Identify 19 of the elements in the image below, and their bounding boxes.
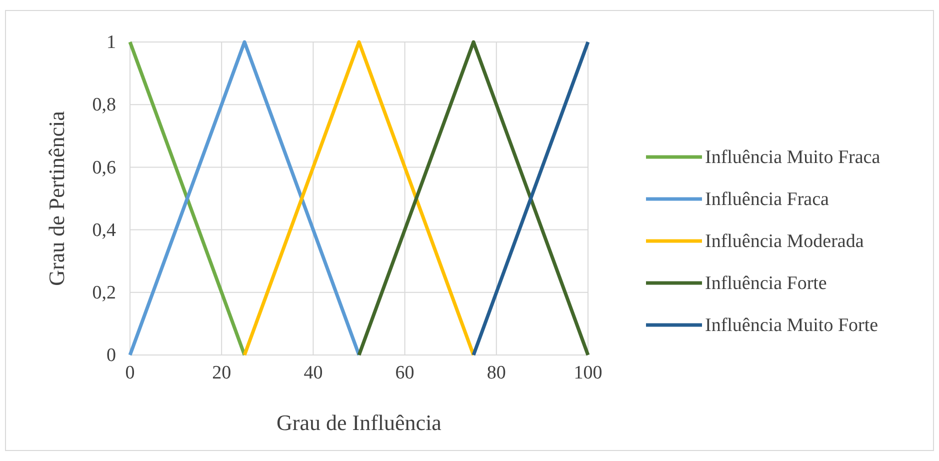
y-tick-label: 0,8 [92, 94, 116, 116]
x-tick-label: 20 [212, 362, 232, 384]
legend-label: Influência Muito Forte [705, 315, 878, 336]
y-axis-title: Grau de Pertinência [44, 110, 69, 286]
legend-label: Influência Fraca [705, 189, 830, 210]
y-tick-label: 1 [106, 32, 116, 54]
y-tick-label: 0 [106, 345, 116, 366]
y-tick-label: 0,4 [92, 220, 116, 241]
y-tick-label: 0,2 [92, 282, 116, 304]
x-tick-label: 60 [395, 362, 414, 384]
legend-label: Influência Moderada [705, 231, 864, 252]
x-tick-label: 80 [486, 362, 506, 384]
x-tick-label: 0 [125, 362, 135, 384]
x-tick-label: 40 [304, 362, 323, 384]
x-axis-title: Grau de Influência [276, 410, 442, 435]
x-tick-label: 100 [574, 362, 602, 384]
legend-label: Influência Muito Fraca [705, 147, 881, 168]
legend-label: Influência Forte [705, 273, 827, 294]
y-tick-label: 0,6 [92, 157, 116, 178]
